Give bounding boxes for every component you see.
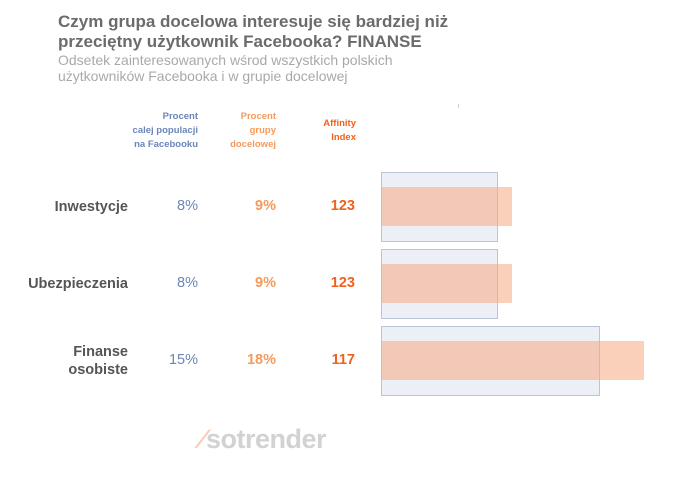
population-value: 15% [168, 352, 198, 368]
affinity-value: 117 [331, 352, 355, 368]
category-label: Inwestycje [54, 199, 128, 215]
header-target: Procent grupy docelowej [230, 111, 276, 150]
population-value: 8% [177, 275, 198, 291]
target-bar [381, 187, 513, 226]
target-value: 18% [246, 352, 276, 368]
spark-icon: ⁄ [200, 424, 205, 454]
category-label: Finanse osobiste [68, 344, 128, 378]
affinity-value: 123 [330, 198, 355, 214]
target-bar [381, 264, 513, 303]
category-label: Ubezpieczenia [28, 276, 128, 292]
axis-tick [458, 104, 459, 108]
target-value: 9% [255, 198, 276, 214]
target-value: 9% [255, 275, 276, 291]
header-affinity: Affinity Index [323, 118, 356, 143]
chart-title: Czym grupa docelowa interesuje się bardz… [58, 12, 449, 51]
sotrender-logo: ⁄sotrender [200, 424, 327, 454]
target-bar [381, 341, 644, 380]
population-value: 8% [177, 198, 198, 214]
header-population: Procent calej populacji na Facebooku [132, 111, 198, 150]
chart-subtitle: Odsetek zainteresowanych wśrod wszystkic… [58, 52, 393, 84]
affinity-value: 123 [330, 275, 355, 291]
